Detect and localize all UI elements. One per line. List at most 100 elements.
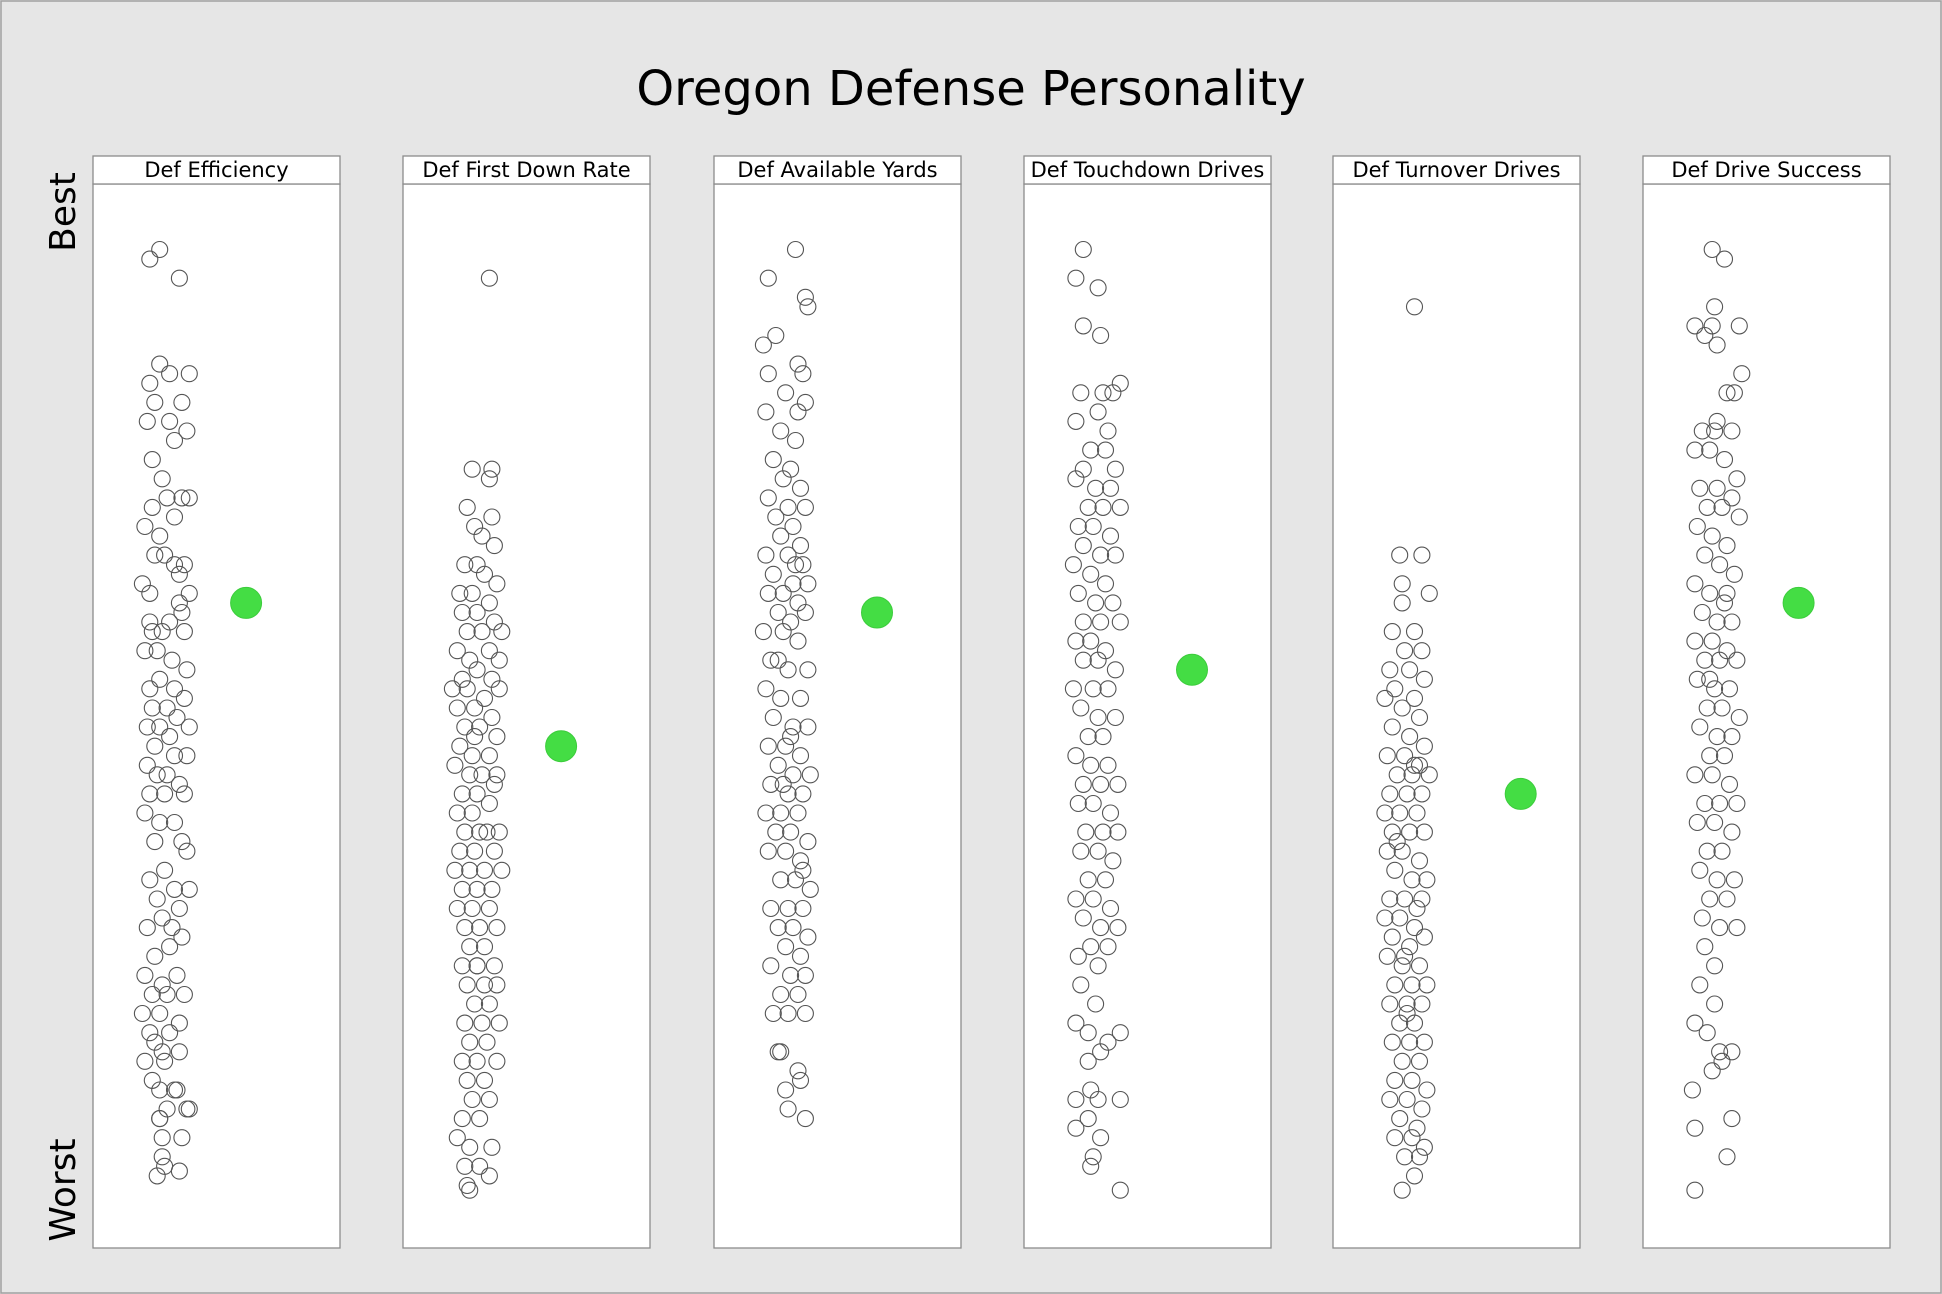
team-point: [1706, 957, 1724, 975]
team-point: [799, 718, 817, 736]
team-point: [1401, 661, 1419, 679]
team-point: [1099, 938, 1117, 956]
team-point: [1708, 871, 1726, 889]
team-point: [1067, 1119, 1085, 1137]
team-point: [163, 919, 181, 937]
team-point: [475, 689, 494, 707]
team-point: [458, 976, 476, 994]
team-point: [1713, 842, 1731, 860]
team-point: [1388, 766, 1406, 784]
team-point: [1096, 575, 1115, 593]
panel-title: Def Drive Success: [1671, 158, 1861, 182]
team-point: [789, 804, 807, 822]
team-point: [168, 1081, 186, 1099]
team-point: [784, 718, 802, 736]
team-point: [463, 584, 481, 602]
team-point: [458, 1176, 476, 1195]
team-point: [1686, 441, 1704, 459]
team-point: [175, 556, 193, 574]
team-point: [1410, 1052, 1429, 1070]
team-point: [1092, 1043, 1110, 1061]
team-point: [799, 661, 817, 679]
panel-header: [1642, 155, 1891, 185]
team-point: [141, 785, 159, 803]
team-point: [1688, 517, 1706, 536]
team-point: [466, 699, 484, 717]
team-point: [1084, 890, 1102, 908]
team-point: [1082, 756, 1100, 774]
team-point: [1106, 546, 1124, 564]
team-point: [1106, 661, 1124, 679]
team-point: [1082, 1157, 1100, 1175]
team-point: [490, 651, 508, 669]
team-point: [1696, 546, 1714, 564]
team-point: [1381, 890, 1399, 908]
panel-title: Def Efficiency: [144, 158, 288, 182]
team-point: [791, 1071, 810, 1089]
team-point: [1079, 728, 1097, 746]
team-point: [1082, 632, 1100, 650]
team-point: [463, 460, 481, 478]
team-point: [1403, 1129, 1421, 1147]
team-point: [779, 498, 797, 516]
team-point: [1393, 594, 1411, 612]
team-point: [471, 1110, 489, 1128]
panel-plot-area: [1332, 183, 1581, 1249]
panel-plot-area: [1023, 183, 1272, 1249]
team-point: [1089, 842, 1107, 860]
team-point: [163, 651, 181, 669]
team-point: [173, 833, 191, 851]
panel-header: [713, 155, 962, 185]
team-point: [767, 508, 785, 526]
team-point: [1718, 890, 1736, 908]
team-point: [764, 1004, 782, 1023]
team-point: [453, 957, 471, 975]
team-point: [1109, 919, 1127, 937]
team-point: [136, 517, 154, 536]
team-point: [473, 623, 491, 641]
panel-header: [92, 155, 341, 185]
team-point: [468, 785, 486, 803]
team-point: [1413, 785, 1431, 803]
team-point: [161, 1024, 179, 1042]
team-point: [1376, 804, 1394, 822]
team-point: [451, 584, 469, 602]
team-point: [141, 584, 159, 602]
team-point: [480, 1090, 498, 1109]
team-point: [493, 861, 511, 879]
team-point: [1386, 1071, 1404, 1089]
team-point: [1723, 1110, 1741, 1128]
team-point: [799, 298, 817, 316]
team-point: [170, 775, 188, 793]
team-point: [1079, 871, 1097, 889]
team-point: [458, 680, 476, 698]
team-point: [178, 842, 196, 860]
team-point: [1698, 498, 1716, 516]
team-point: [146, 546, 164, 564]
team-point: [461, 766, 479, 784]
team-point: [148, 890, 166, 908]
team-point: [789, 355, 807, 373]
team-point: [1715, 594, 1734, 612]
team-point: [1713, 699, 1731, 717]
team-point: [1718, 584, 1736, 602]
team-point: [480, 642, 498, 660]
team-point: [1698, 842, 1716, 860]
team-point: [1111, 1024, 1129, 1042]
panel-1: Def Efficiency: [92, 155, 341, 1249]
team-point: [1391, 546, 1409, 564]
team-point: [1106, 460, 1124, 478]
team-point: [757, 804, 775, 822]
team-point: [170, 565, 188, 583]
oregon-point: [1782, 586, 1815, 619]
team-point: [1074, 613, 1092, 631]
team-point: [1089, 1090, 1107, 1109]
team-point: [1077, 823, 1095, 841]
team-point: [759, 737, 777, 755]
team-point: [1072, 699, 1090, 717]
team-point: [448, 899, 466, 918]
team-point: [173, 1129, 191, 1147]
team-point: [1069, 584, 1087, 602]
team-point: [1096, 441, 1115, 459]
team-point: [1403, 1071, 1421, 1089]
